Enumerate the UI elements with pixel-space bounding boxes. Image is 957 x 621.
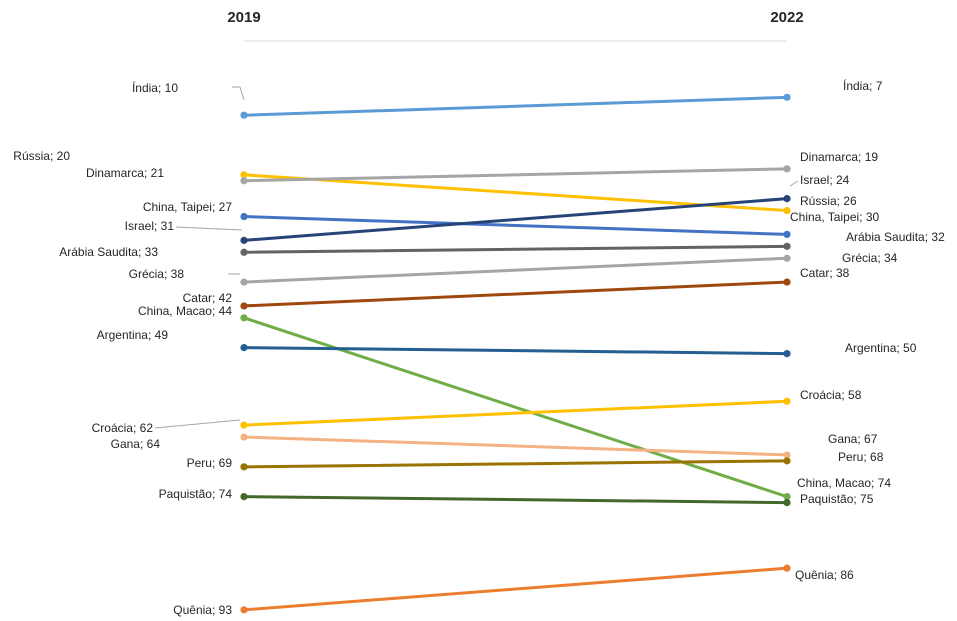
point-paquistao-2019 xyxy=(240,493,248,501)
data-label-catar-2019: Catar; 42 xyxy=(183,291,233,305)
leader-line-croacia-2019 xyxy=(154,419,241,429)
point-argentina-2019 xyxy=(240,344,248,352)
data-label-dinamarca-2019: Dinamarca; 21 xyxy=(86,166,164,180)
point-dinamarca-2019 xyxy=(240,177,248,185)
series-line-paquistao xyxy=(242,495,789,505)
data-label-quenia-2019: Quênia; 93 xyxy=(173,603,232,617)
point-israel-2019 xyxy=(240,236,248,244)
series-line-dinamarca xyxy=(242,167,789,183)
point-china-macao-2022 xyxy=(783,493,791,501)
point-dinamarca-2022 xyxy=(783,165,791,173)
point-quenia-2022 xyxy=(783,564,791,572)
data-label-china-taipei-2022: China, Taipei; 30 xyxy=(790,210,880,224)
leader-lines xyxy=(154,86,799,429)
series-line-china-macao xyxy=(242,316,789,499)
point-grecia-2022 xyxy=(783,254,791,262)
series-line-catar xyxy=(242,280,789,308)
data-label-quenia-2022: Quênia; 86 xyxy=(795,568,854,582)
point-gana-2022 xyxy=(783,451,791,459)
data-label-china-macao-2019: China, Macao; 44 xyxy=(138,304,232,318)
data-label-argentina-2019: Argentina; 49 xyxy=(97,328,169,342)
point-peru-2022 xyxy=(783,457,791,465)
series-line-grecia xyxy=(242,256,789,284)
data-label-catar-2022: Catar; 38 xyxy=(800,266,850,280)
data-label-grecia-2019: Grécia; 38 xyxy=(129,267,185,281)
x-category-label-2019: 2019 xyxy=(227,9,260,26)
data-label-israel-2022: Israel; 24 xyxy=(800,173,850,187)
data-labels: Índia; 10 Índia; 7 Rússia; 20 Rússia; 26 Din… xyxy=(13,78,945,617)
data-label-croacia-2019: Croácia; 62 xyxy=(92,421,154,435)
data-label-argentina-2022: Argentina; 50 xyxy=(845,341,917,355)
series-line-israel xyxy=(242,197,789,242)
point-arabia-saudita-2022 xyxy=(783,242,791,250)
point-india-2022 xyxy=(783,93,791,101)
data-label-russia-2019: Rússia; 20 xyxy=(13,149,70,163)
data-label-peru-2019: Peru; 69 xyxy=(187,456,233,470)
point-peru-2019 xyxy=(240,463,248,471)
series-line-china-taipei xyxy=(242,215,789,236)
point-croacia-2022 xyxy=(783,397,791,405)
leader-line-india-2019 xyxy=(232,86,245,101)
data-label-paquistao-2019: Paquistão; 74 xyxy=(159,487,233,501)
data-label-china-taipei-2019: China, Taipei; 27 xyxy=(143,200,233,214)
data-label-croacia-2022: Croácia; 58 xyxy=(800,388,862,402)
point-catar-2022 xyxy=(783,278,791,286)
point-grecia-2019 xyxy=(240,278,248,286)
series-line-croacia xyxy=(242,399,789,427)
data-points xyxy=(240,93,791,614)
leader-line-israel-2019 xyxy=(175,226,243,231)
point-argentina-2022 xyxy=(783,350,791,358)
data-label-gana-2019: Gana; 64 xyxy=(111,437,161,451)
point-arabia-saudita-2019 xyxy=(240,248,248,256)
data-label-arabia-saudita-2022: Arábia Saudita; 32 xyxy=(846,230,945,244)
point-catar-2019 xyxy=(240,302,248,310)
series-line-quenia xyxy=(242,566,789,612)
series-line-peru xyxy=(242,459,789,469)
data-label-india-2019: Índia; 10 xyxy=(132,80,178,95)
data-label-paquistao-2022: Paquistão; 75 xyxy=(800,492,874,506)
point-india-2019 xyxy=(240,111,248,119)
data-label-arabia-saudita-2019: Arábia Saudita; 33 xyxy=(59,245,158,259)
point-israel-2022 xyxy=(783,195,791,203)
series-lines xyxy=(242,95,789,612)
data-label-china-macao-2022: China, Macao; 74 xyxy=(797,476,891,490)
point-china-macao-2019 xyxy=(240,314,248,322)
series-line-india xyxy=(242,95,789,117)
data-label-russia-2022: Rússia; 26 xyxy=(800,194,857,208)
data-label-peru-2022: Peru; 68 xyxy=(838,450,884,464)
series-line-argentina xyxy=(242,346,789,356)
point-china-taipei-2022 xyxy=(783,230,791,238)
data-label-israel-2019: Israel; 31 xyxy=(125,219,175,233)
leader-line-israel-2022 xyxy=(789,180,799,187)
point-paquistao-2022 xyxy=(783,499,791,507)
x-category-label-2022: 2022 xyxy=(770,9,803,26)
data-label-grecia-2022: Grécia; 34 xyxy=(842,251,898,265)
data-label-dinamarca-2022: Dinamarca; 19 xyxy=(800,150,878,164)
data-label-india-2022: Índia; 7 xyxy=(843,78,883,93)
series-line-arabia-saudita xyxy=(242,244,789,254)
point-quenia-2019 xyxy=(240,606,248,614)
point-gana-2019 xyxy=(240,433,248,441)
point-russia-2022 xyxy=(783,206,791,215)
data-label-gana-2022: Gana; 67 xyxy=(828,432,878,446)
point-croacia-2019 xyxy=(240,421,248,429)
point-china-taipei-2019 xyxy=(240,212,248,221)
series-line-gana xyxy=(242,435,789,457)
point-russia-2019 xyxy=(240,171,248,179)
